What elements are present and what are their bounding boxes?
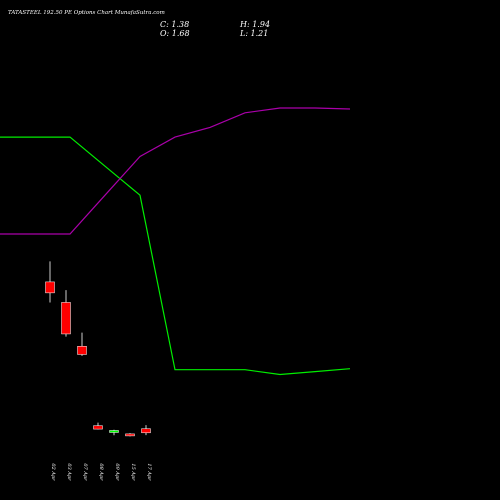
candle-body — [45, 281, 55, 294]
candle-15-apr — [125, 433, 135, 437]
date-label: 09 Apr — [114, 463, 120, 481]
candle-body — [125, 433, 135, 437]
open-value: O: 1.68 — [160, 29, 190, 38]
candle-body — [141, 428, 151, 434]
candle-body — [61, 302, 71, 335]
date-label: 08 Apr — [98, 463, 104, 481]
candle-07-apr — [77, 332, 87, 356]
low-value: L: 1.21 — [240, 29, 269, 38]
candle-03-apr — [61, 290, 71, 337]
date-label: 03 Apr — [66, 463, 72, 481]
high-value: H: 1.94 — [240, 20, 271, 29]
chart-title: TATASTEEL 192.50 PE Options Chart Munafa… — [8, 10, 165, 16]
close-value: C: 1.38 — [160, 20, 190, 29]
candle-08-apr — [93, 422, 103, 430]
candle-body — [93, 425, 103, 430]
indicator-lines — [0, 107, 351, 376]
date-axis: 02 Apr 03 Apr 07 Apr 08 Apr 09 Apr 15 Apr 17 A… — [50, 463, 152, 481]
magenta-indicator-line — [0, 107, 351, 235]
candle-02-apr — [45, 261, 55, 303]
candle-body — [109, 430, 119, 433]
date-label: 07 Apr — [82, 463, 88, 481]
date-label: 02 Apr — [50, 463, 56, 481]
candle-09-apr — [109, 429, 119, 436]
green-indicator-line — [0, 136, 351, 376]
candle-body — [77, 346, 87, 355]
date-label: 15 Apr — [130, 463, 136, 481]
candlesticks — [45, 261, 151, 437]
candle-17-apr — [141, 425, 151, 436]
date-label: 17 Apr — [146, 463, 152, 481]
